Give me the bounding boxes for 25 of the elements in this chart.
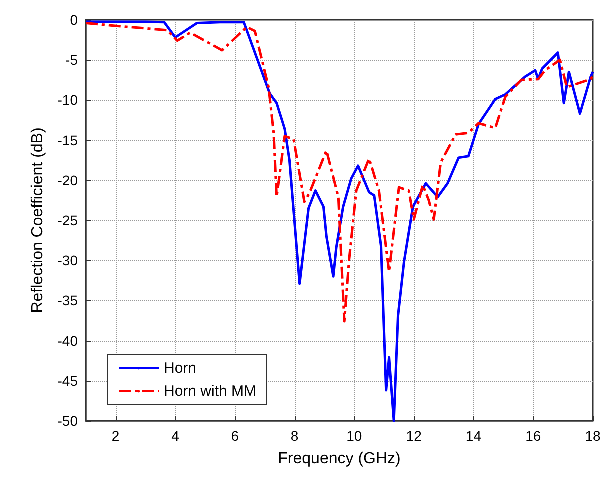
x-axis-title: Frequency (GHz)	[278, 450, 401, 468]
legend-label: Horn	[164, 360, 197, 377]
x-tick-label: 14	[466, 428, 482, 444]
y-tick-label: -30	[58, 252, 78, 269]
legend-label: Horn with MM	[164, 383, 257, 400]
x-tick-label: 12	[406, 428, 422, 444]
x-tick-label: 16	[526, 428, 542, 444]
y-tick-label: -15	[58, 132, 78, 148]
x-tick-label: 4	[172, 428, 180, 444]
y-tick-label: -50	[58, 413, 78, 429]
y-tick-label: -45	[58, 372, 78, 389]
y-tick-label: -5	[66, 52, 78, 68]
y-tick-label: -20	[58, 172, 78, 188]
line-series	[84, 20, 594, 422]
y-tick-label: -40	[58, 332, 78, 349]
x-tick-label: 6	[231, 428, 240, 444]
y-tick-label: -10	[58, 92, 78, 108]
y-axis-title: Reflection Coefficient (dB)	[30, 128, 46, 314]
y-tick-label: -25	[58, 212, 78, 228]
x-tick-label: 2	[112, 428, 120, 444]
x-tick-label: 18	[585, 428, 601, 444]
y-tick-label: 0	[70, 12, 78, 28]
x-tick-label: 8	[290, 428, 299, 444]
x-tick-label: 10	[346, 428, 362, 444]
y-tick-label: -35	[58, 292, 78, 309]
